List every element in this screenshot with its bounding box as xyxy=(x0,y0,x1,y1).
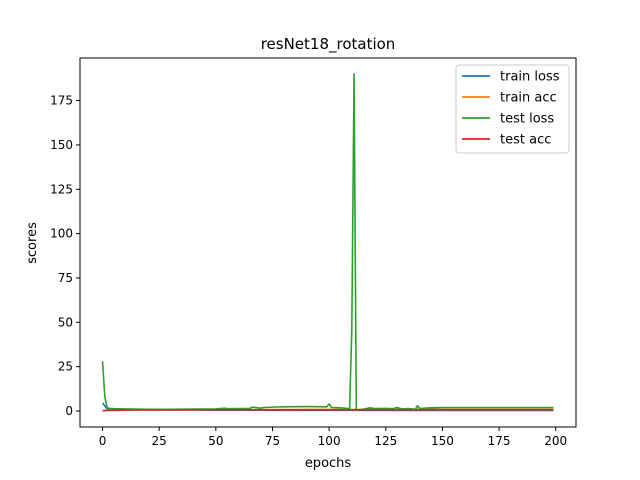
x-tick-label: 50 xyxy=(208,434,223,448)
y-tick-label: 0 xyxy=(65,404,73,418)
legend-box xyxy=(455,64,570,154)
x-tick-label: 0 xyxy=(99,434,107,448)
y-tick-label: 75 xyxy=(58,271,73,285)
legend: train loss train acc test loss test acc xyxy=(455,64,570,154)
y-tick-label: 175 xyxy=(50,94,73,108)
y-tick-label: 25 xyxy=(58,360,73,374)
x-tick-label: 175 xyxy=(488,434,511,448)
x-axis: 0 25 50 75 100 125 150 175 200 xyxy=(99,427,567,448)
legend-label: train loss xyxy=(500,70,560,85)
x-tick-label: 125 xyxy=(374,434,397,448)
x-tick-label: 150 xyxy=(431,434,454,448)
x-axis-label: epochs xyxy=(305,456,352,471)
y-tick-label: 150 xyxy=(50,138,73,152)
x-tick-label: 75 xyxy=(265,434,280,448)
x-tick-label: 25 xyxy=(152,434,167,448)
x-tick-label: 100 xyxy=(318,434,341,448)
axes-frame xyxy=(79,57,577,428)
y-tick-label: 125 xyxy=(50,182,73,196)
legend-label: test acc xyxy=(500,133,551,148)
legend-label: test loss xyxy=(500,112,554,127)
y-tick-label: 50 xyxy=(58,315,73,329)
y-tick-label: 100 xyxy=(50,227,73,241)
x-tick-label: 200 xyxy=(544,434,567,448)
y-axis: 0 25 50 75 100 125 150 175 xyxy=(50,94,80,418)
series-line-test-loss xyxy=(101,73,554,412)
legend-label: train acc xyxy=(500,91,557,106)
plot-area xyxy=(101,73,554,412)
series-line-test-acc xyxy=(102,408,554,412)
y-axis-label: scores xyxy=(25,222,40,264)
chart-title: resNet18_rotation xyxy=(261,35,396,54)
